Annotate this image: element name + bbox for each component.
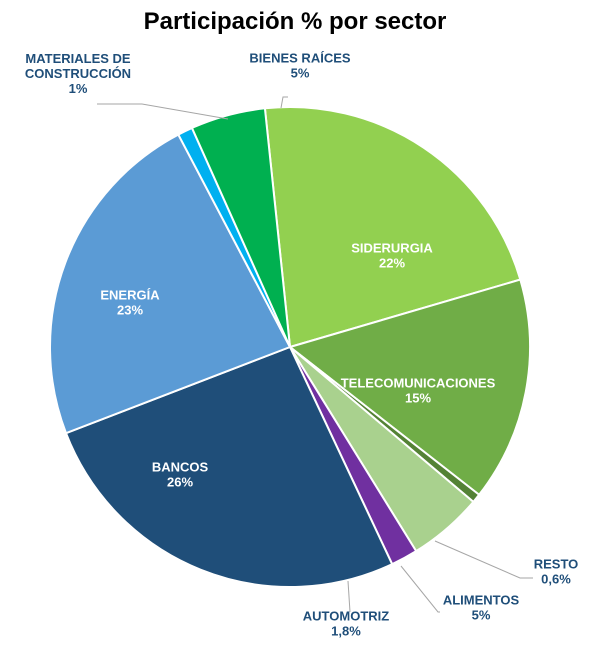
slice-value: 0,6% <box>541 572 571 587</box>
slice-label-materiales-de-construccion: MATERIALES DE CONSTRUCCIÓN 1% <box>25 51 131 96</box>
leader-line-automotriz <box>347 580 351 613</box>
slice-label-energia: ENERGÍA 23% <box>100 288 160 318</box>
slice-label-siderurgia: SIDERURGIA 22% <box>351 241 433 271</box>
pie-slice-bienes-raices <box>190 107 291 348</box>
pie-slice-siderurgia <box>263 105 522 349</box>
pie-slice-bancos <box>64 345 394 588</box>
slice-value: 5% <box>291 66 310 81</box>
slice-name: ENERGÍA <box>100 288 160 303</box>
slice-value: 22% <box>379 256 405 271</box>
leader-line-materiales-de-construccion <box>97 103 229 120</box>
slice-name: MATERIALES DE <box>25 51 131 66</box>
leader-line-resto <box>434 540 533 579</box>
slice-value: 5% <box>472 608 491 623</box>
slice-name: BANCOS <box>152 460 209 475</box>
slice-name: SIDERURGIA <box>351 241 433 256</box>
leader-line-bienes-raices <box>280 96 288 109</box>
slice-name: BIENES RAÍCES <box>249 51 350 66</box>
slice-name: CONSTRUCCIÓN <box>25 66 131 81</box>
slice-label-resto: RESTO 0,6% <box>534 557 579 587</box>
slice-label-alimentos: ALIMENTOS 5% <box>443 593 520 623</box>
slice-label-bienes-raices: BIENES RAÍCES 5% <box>249 51 350 81</box>
slice-label-automotriz: AUTOMOTRIZ 1,8% <box>303 609 389 639</box>
slice-name: TELECOMUNICACIONES <box>341 376 496 391</box>
chart-title: Participación % por sector <box>143 8 447 35</box>
slice-label-telecomunicaciones: TELECOMUNICACIONES 15% <box>341 376 496 406</box>
leader-line-alimentos <box>400 565 440 613</box>
slice-name: AUTOMOTRIZ <box>303 609 389 624</box>
slice-value: 26% <box>167 475 193 490</box>
slice-name: RESTO <box>534 557 579 572</box>
slice-value: 23% <box>117 303 143 318</box>
pie-slice-energia <box>49 133 292 435</box>
slice-value: 15% <box>405 391 431 406</box>
slice-name: ALIMENTOS <box>443 593 520 608</box>
slice-value: 1% <box>69 81 88 96</box>
slice-label-bancos: BANCOS 26% <box>152 460 209 490</box>
slice-value: 1,8% <box>331 624 361 639</box>
pie-slice-telecomunicaciones <box>287 278 531 497</box>
